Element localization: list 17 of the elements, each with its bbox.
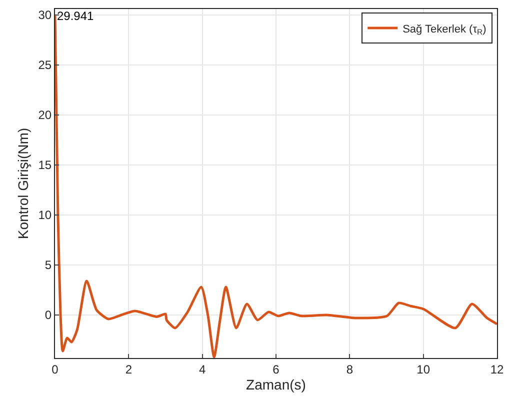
y-tick-label: 10 (38, 208, 52, 222)
x-axis-title: Zaman(s) (246, 376, 306, 393)
annotation: 29.941 (57, 9, 94, 23)
y-tick-label: 5 (44, 258, 52, 272)
x-tick-label: 6 (272, 362, 280, 376)
y-tick-label: 0 (44, 308, 52, 322)
y-tick-label: 15 (38, 158, 52, 172)
x-tick-label: 8 (346, 362, 354, 376)
x-tick-label: 4 (198, 362, 206, 376)
x-tick-label: 12 (490, 362, 504, 376)
y-tick-label: 25 (38, 58, 52, 72)
legend-label: Sağ Tekerlek (τ$_{R}$) (402, 23, 486, 37)
y-tick-label: 20 (38, 108, 52, 122)
y-tick-label: 30 (38, 8, 52, 22)
x-tick-label: 2 (125, 362, 132, 376)
x-tick-label: 10 (416, 362, 430, 376)
y-axis-title: Kontrol Girişi(Nm) (14, 128, 31, 240)
